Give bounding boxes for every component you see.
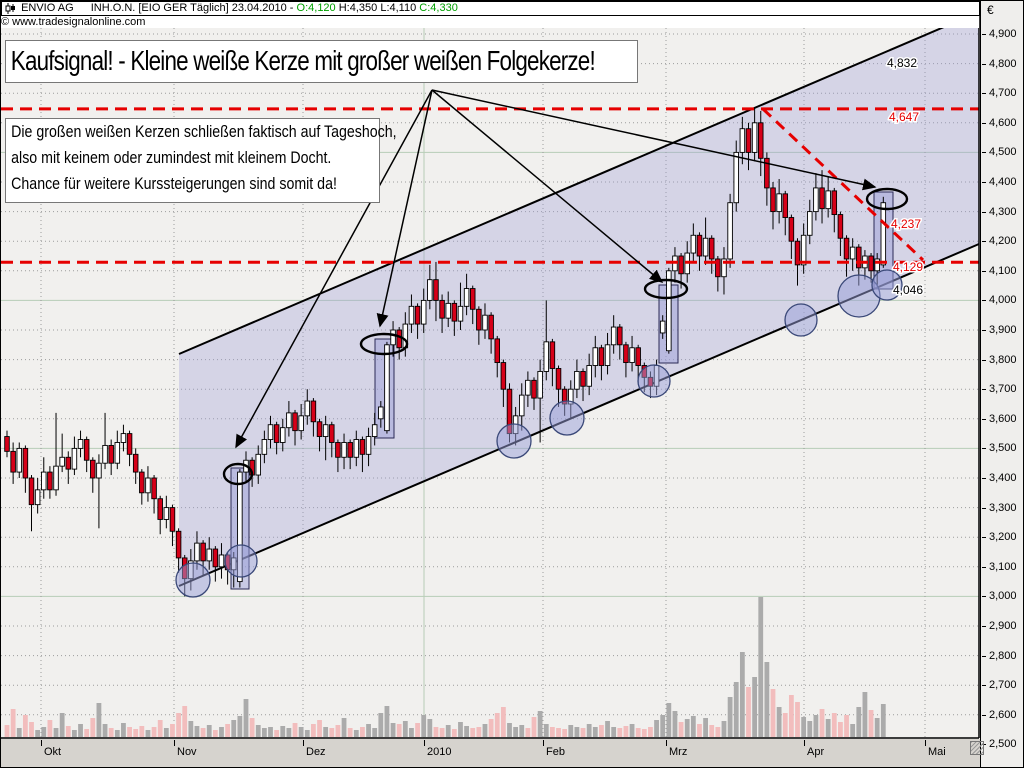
price-tick [982, 359, 986, 361]
price-tick [982, 744, 986, 746]
price-tick-label: 4,500 [989, 146, 1017, 159]
close-value: C:4,330 [419, 2, 458, 14]
instrument-info: INH.O.N. [EIO GER Täglich] 23.04.2010 - [90, 2, 297, 14]
price-tick-label: 3,900 [989, 324, 1017, 336]
time-tick [41, 740, 42, 746]
time-tick [174, 740, 175, 746]
symbol-name: ENVIO AG [21, 2, 74, 14]
currency-label: € [987, 3, 994, 17]
price-tick [982, 478, 986, 479]
low-value: L:4,110 [380, 2, 420, 14]
price-tick [982, 211, 986, 213]
price-tick-label: 4,600 [989, 116, 1017, 129]
price-tick [982, 685, 986, 687]
price-tick-label: 3,800 [989, 353, 1017, 366]
price-tick [982, 537, 986, 539]
candlestick-chart[interactable]: 4,832 4,046 4,647 4,129 4,237 ENVIO AG INH.O… [1, 1, 980, 739]
chart-canvas[interactable]: 4,832 4,046 4,647 4,129 4,237 [1, 1, 980, 739]
time-tick-label: Mrz [669, 746, 688, 758]
price-tick [982, 34, 986, 35]
price-tick [982, 626, 986, 627]
time-tick [303, 740, 304, 746]
price-tick-label: 3,200 [989, 531, 1017, 544]
price-tick-label: 3,600 [989, 412, 1017, 425]
price-tick [982, 122, 986, 124]
price-tick [982, 655, 986, 657]
price-tick [982, 596, 986, 598]
price-tick [982, 93, 986, 95]
svg-text:4,046: 4,046 [893, 283, 923, 297]
price-tick [982, 270, 986, 272]
annotation-note-box: Die großen weißen Kerzen schließen fakti… [5, 118, 397, 203]
price-tick-label: 4,200 [989, 235, 1017, 248]
time-tick [543, 740, 544, 746]
price-tick-label: 4,000 [989, 294, 1017, 307]
price-tick-label: 2,900 [989, 620, 1017, 632]
price-tick [982, 330, 986, 331]
high-value: H:4,350 [338, 2, 381, 14]
annotation-title-box: Kaufsignal! - Kleine weiße Kerze mit gro… [5, 40, 638, 83]
price-tick [982, 389, 986, 391]
note-line-3: Chance für weitere Kurssteigerungen sind… [11, 175, 337, 193]
price-tick-label: 3,000 [989, 590, 1017, 603]
candlestick-icon [5, 3, 15, 14]
time-tick [925, 740, 926, 746]
price-tick-label: 2,800 [989, 649, 1017, 662]
price-tick [982, 152, 986, 154]
svg-text:4,832: 4,832 [887, 56, 917, 70]
time-tick-label: 2010 [427, 746, 452, 758]
price-tick-label: 4,900 [989, 28, 1017, 40]
resize-grip-icon[interactable] [970, 741, 984, 755]
time-tick-label: Feb [546, 746, 565, 758]
svg-text:4,237: 4,237 [891, 217, 921, 231]
chart-header: ENVIO AG INH.O.N. [EIO GER Täglich] 23.0… [1, 1, 980, 16]
time-tick-label: Mai [928, 746, 946, 758]
price-tick [982, 182, 986, 183]
price-tick-label: 4,700 [989, 87, 1017, 100]
price-tick [982, 714, 986, 716]
time-tick-label: Okt [44, 746, 62, 758]
price-tick-label: 4,400 [989, 176, 1017, 188]
price-tick [982, 448, 986, 450]
price-tick-label: 3,500 [989, 442, 1017, 455]
price-tick [982, 241, 986, 243]
price-tick-label: 3,100 [989, 560, 1017, 573]
time-tick [804, 740, 805, 746]
price-tick-label: 3,300 [989, 501, 1017, 514]
price-tick-label: 2,700 [989, 679, 1017, 692]
price-tick-label: 2,500 [989, 738, 1017, 751]
price-tick-label: 3,400 [989, 472, 1017, 484]
price-tick-label: 4,800 [989, 57, 1017, 70]
time-tick-label: Dez [306, 746, 326, 758]
time-axis[interactable]: Okt Nov Dez 2010 Feb Mrz Apr Mai [1, 739, 980, 767]
time-tick [666, 740, 667, 746]
price-tick-label: 4,300 [989, 205, 1017, 218]
time-tick-label: Apr [807, 746, 825, 758]
svg-text:4,129: 4,129 [893, 260, 923, 274]
price-tick [982, 418, 986, 420]
price-axis[interactable]: € 4,900 4,800 4,700 4,600 4,500 4,400 4,300 4,2… [980, 1, 1023, 767]
price-tick [982, 300, 986, 302]
svg-text:4,647: 4,647 [889, 110, 919, 124]
note-line-1: Die großen weißen Kerzen schließen fakti… [11, 123, 397, 141]
price-tick-label: 2,600 [989, 708, 1017, 721]
time-tick-label: Nov [177, 746, 197, 758]
time-tick [424, 740, 425, 746]
copyright-label: © www.tradesignalonline.com [1, 16, 979, 28]
annotation-title: Kaufsignal! - Kleine weiße Kerze mit gro… [10, 45, 596, 76]
price-tick-label: 3,700 [989, 383, 1017, 396]
price-tick [982, 507, 986, 509]
price-tick [982, 63, 986, 65]
price-tick-label: 4,100 [989, 264, 1017, 277]
open-value: O:4,120 [296, 2, 336, 14]
price-tick [982, 566, 986, 568]
note-line-2: also mit keinem oder zumindest mit klein… [11, 149, 332, 167]
